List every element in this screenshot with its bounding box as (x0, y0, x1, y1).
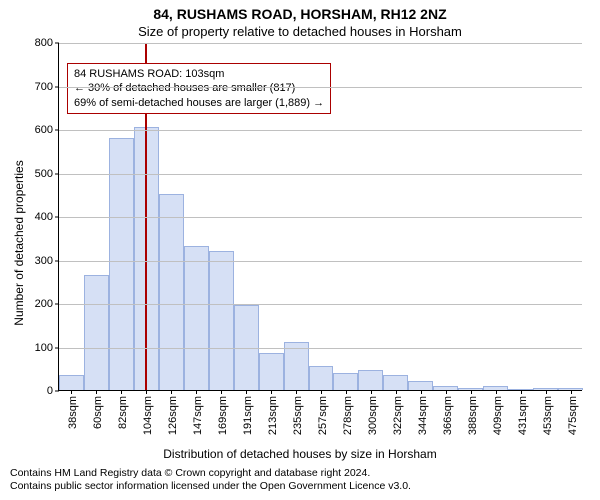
x-tick-label: 409sqm (492, 396, 504, 435)
x-tick-label: 82sqm (117, 396, 129, 429)
x-tick-label: 453sqm (542, 396, 554, 435)
y-tick-label: 600 (35, 124, 59, 136)
x-tick-label: 126sqm (167, 396, 179, 435)
footer-line: Contains public sector information licen… (10, 480, 590, 493)
x-tick-label: 366sqm (442, 396, 454, 435)
bar (59, 375, 84, 390)
annotation-line: ← 30% of detached houses are smaller (81… (74, 81, 324, 95)
y-tick-label: 400 (35, 211, 59, 223)
x-tick-label: 235sqm (292, 396, 304, 435)
bar (159, 194, 184, 390)
x-tick-label: 431sqm (517, 396, 529, 435)
y-axis-label: Number of detached properties (12, 78, 26, 243)
y-tick-label: 800 (35, 37, 59, 49)
bar (358, 370, 383, 390)
x-axis-label: Distribution of detached houses by size … (0, 447, 600, 461)
footer-line: Contains HM Land Registry data © Crown c… (10, 467, 590, 480)
y-tick-label: 700 (35, 81, 59, 93)
gridline (59, 174, 582, 175)
x-tick-label: 147sqm (192, 396, 204, 435)
x-tick-label: 322sqm (392, 396, 404, 435)
gridline (59, 348, 582, 349)
x-tick-label: 278sqm (342, 396, 354, 435)
gridline (59, 217, 582, 218)
x-tick-label: 191sqm (242, 396, 254, 435)
bar (184, 246, 209, 390)
x-tick-label: 257sqm (317, 396, 329, 435)
gridline (59, 130, 582, 131)
bar (383, 375, 408, 390)
y-tick-label: 300 (35, 255, 59, 267)
gridline (59, 261, 582, 262)
y-tick-label: 200 (35, 298, 59, 310)
x-tick-label: 475sqm (567, 396, 579, 435)
x-tick-label: 38sqm (67, 396, 79, 429)
y-tick-label: 0 (47, 385, 59, 397)
annotation-box: 84 RUSHAMS ROAD: 103sqm ← 30% of detache… (67, 63, 331, 114)
bar (408, 381, 433, 390)
y-tick-label: 100 (35, 342, 59, 354)
x-tick-label: 300sqm (367, 396, 379, 435)
gridline (59, 87, 582, 88)
chart-area: 84 RUSHAMS ROAD: 103sqm ← 30% of detache… (58, 43, 582, 391)
annotation-line: 69% of semi-detached houses are larger (… (74, 96, 324, 110)
y-tick-label: 500 (35, 168, 59, 180)
bar (84, 275, 109, 390)
x-tick-label: 104sqm (142, 396, 154, 435)
x-tick-label: 213sqm (267, 396, 279, 435)
x-tick-label: 60sqm (92, 396, 104, 429)
annotation-line: 84 RUSHAMS ROAD: 103sqm (74, 67, 324, 81)
bar (309, 366, 334, 390)
footer-attribution: Contains HM Land Registry data © Crown c… (0, 461, 600, 493)
bar (284, 342, 309, 390)
x-tick-label: 344sqm (417, 396, 429, 435)
bar (333, 373, 358, 390)
page-title: 84, RUSHAMS ROAD, HORSHAM, RH12 2NZ (0, 0, 600, 22)
gridline (59, 43, 582, 44)
bar (209, 251, 234, 390)
x-tick-label: 169sqm (217, 396, 229, 435)
bar (109, 138, 134, 390)
page-subtitle: Size of property relative to detached ho… (0, 22, 600, 43)
bar (259, 353, 284, 390)
gridline (59, 304, 582, 305)
x-tick-label: 388sqm (467, 396, 479, 435)
